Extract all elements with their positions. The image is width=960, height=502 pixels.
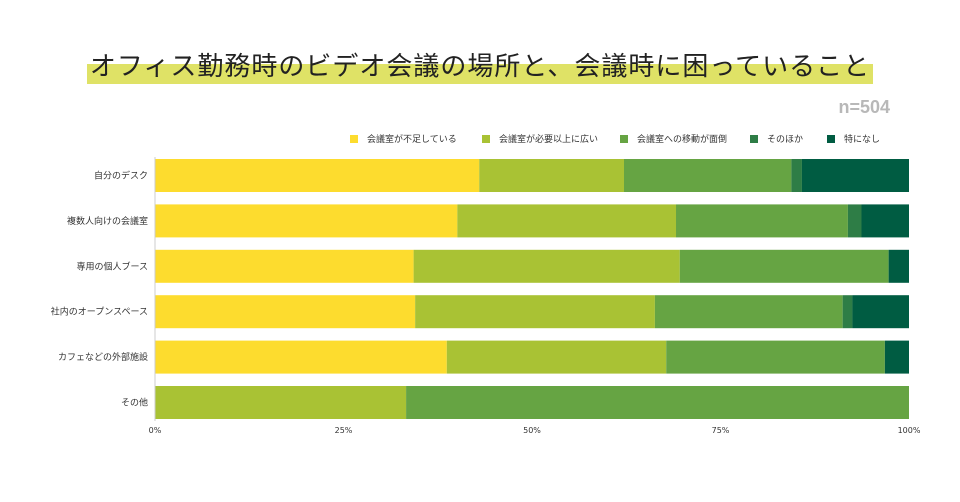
chart-title: オフィス勤務時のビデオ会議の場所と、会議時に困っていること [89, 52, 871, 82]
x-tick-label: 75% [712, 426, 730, 435]
bar-segment [446, 340, 667, 374]
legend-item: 特になし [827, 132, 880, 145]
bar-segment [155, 340, 447, 374]
bar-segment [155, 295, 416, 329]
legend-item: そのほか [750, 132, 803, 145]
bar-segment [623, 159, 792, 192]
legend: 会議室が不足している 会議室が必要以上に広い 会議室への移動が面倒 そのほか 特… [0, 132, 960, 146]
legend-item: 会議室が不足している [350, 132, 457, 145]
legend-label: 会議室への移動が面倒 [637, 135, 728, 145]
bar-segment [155, 386, 407, 419]
legend-item: 会議室への移動が面倒 [620, 132, 727, 145]
category-label: その他 [121, 397, 148, 409]
legend-item: 会議室が必要以上に広い [482, 132, 598, 145]
bar-segment [861, 204, 909, 238]
category-label: 専用の個人ブース [76, 260, 148, 272]
title-area: オフィス勤務時のビデオ会議の場所と、会議時に困っていること [0, 38, 960, 94]
category-label: 自分のデスク [94, 170, 148, 182]
legend-swatch [620, 134, 628, 143]
category-label: 社内のオープンスペース [51, 306, 148, 318]
bar-segment [676, 204, 848, 238]
bar-segment [888, 249, 909, 283]
bar-segment [155, 204, 458, 238]
bar-segment [852, 295, 909, 329]
bar-segment [415, 295, 655, 329]
bar-segment [155, 159, 480, 192]
bar-segment [457, 204, 677, 238]
bar-segment [791, 159, 802, 192]
x-tick-label: 100% [898, 426, 921, 435]
bar-segment [666, 340, 885, 374]
bar-segment [842, 295, 853, 329]
legend-label: そのほか [767, 135, 804, 145]
bar-segment [406, 386, 909, 419]
category-label: 複数人向けの会議室 [67, 215, 148, 227]
legend-swatch [482, 134, 490, 143]
x-tick-label: 50% [523, 426, 541, 435]
bar-segment [801, 159, 909, 192]
bar-segment [654, 295, 843, 329]
bar-segment [679, 249, 889, 283]
legend-label: 会議室が必要以上に広い [499, 135, 599, 145]
bar-segment [884, 340, 909, 374]
legend-swatch [350, 134, 358, 143]
bar-segment [847, 204, 862, 238]
legend-label: 会議室が不足している [367, 135, 457, 145]
bar-segment [413, 249, 680, 283]
title-highlight [87, 64, 873, 84]
sample-size-label: n=504 [838, 97, 890, 117]
bar-segment [155, 249, 414, 283]
legend-label: 特になし [844, 135, 881, 145]
legend-swatch [827, 134, 835, 143]
x-tick-label: 25% [335, 426, 353, 435]
bar-segment [479, 159, 624, 192]
legend-swatch [750, 134, 758, 143]
category-label: カフェなどの外部施設 [58, 351, 148, 363]
x-tick-label: 0% [149, 426, 162, 435]
